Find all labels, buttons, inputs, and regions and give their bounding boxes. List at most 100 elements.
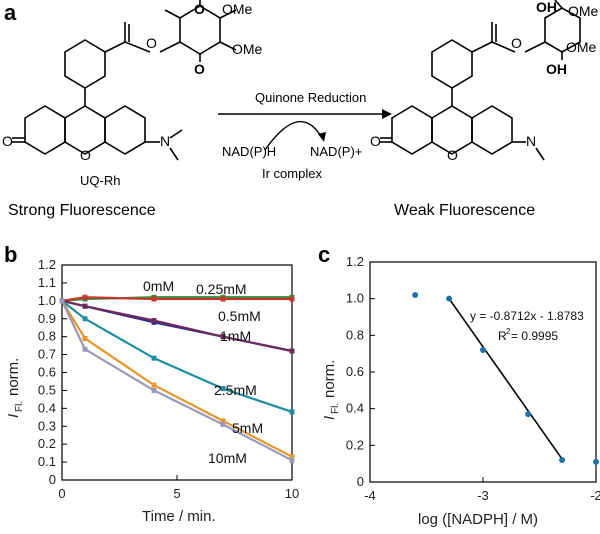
atom-oh-top: OH: [536, 0, 557, 15]
left-caption: Strong Fluorescence: [8, 202, 156, 219]
atom-o-ester-right: O: [511, 35, 522, 51]
panel-b-point-1: [151, 318, 157, 324]
panel-b-point-1: [220, 334, 226, 340]
atom-o-xanthene-left: O: [80, 147, 91, 163]
panel-c-points: [412, 292, 599, 465]
panel-b-point-1: [289, 348, 295, 354]
panel-b-y-tick-label: 0.5: [38, 382, 56, 397]
right-caption: Weak Fluorescence: [394, 202, 535, 219]
panel-b-y-tick-label: 0: [49, 472, 56, 487]
atom-oh-bottom: OH: [546, 61, 567, 77]
panel-b: b 00.10.20.30.40.50.60.70.80.91.01.11.2 …: [4, 242, 299, 525]
panel-c-ylabel-main: I: [321, 416, 338, 420]
pendant-benzene: [64, 39, 106, 89]
xanthene-ring-right: [104, 105, 146, 155]
panel-b-x-ticks: 0 5 10: [58, 475, 299, 501]
panel-c-point: [412, 292, 419, 298]
panel-b-point-2.5: [220, 386, 226, 392]
panel-b-point-5: [82, 335, 88, 341]
cofactor-out: NAD(P)+: [310, 144, 362, 159]
panel-b-series-label: 2.5mM: [214, 382, 257, 398]
panel-b-ylabel-rest: norm.: [5, 358, 22, 396]
panel-b-point-0.25: [220, 296, 226, 302]
panel-c-y-tick-label: 0.8: [346, 327, 364, 342]
panel-b-point-2.5: [151, 355, 157, 361]
panel-b-x-tick-label: 10: [285, 486, 299, 501]
panel-c-y-ticks: 0 0.2 0.4 0.6 0.8 1.0 1.2: [346, 254, 375, 489]
product-atom-labels: O O O N OH OH OMe OMe: [370, 0, 599, 163]
panel-b-annotations: 0mM 0.25mM 0.5mM 1mM 2.5mM 5mM 10mM: [143, 278, 263, 466]
product-structure: [380, 0, 581, 161]
atom-o-quinone-top: O: [194, 1, 205, 17]
panel-b-x-axis-label: Time / min.: [142, 508, 216, 525]
panel-b-point-2.5: [82, 316, 88, 322]
panel-b-y-tick-label: 1.1: [38, 275, 56, 290]
panel-b-y-tick-label: 1.2: [38, 257, 56, 272]
panel-c-x-tick-label: -4: [364, 488, 376, 503]
panel-b-y-tick-label: 0.1: [38, 454, 56, 469]
panel-c-y-tick-label: 0: [357, 474, 364, 489]
panel-c-r2: R 2 = 0.9995: [498, 327, 558, 343]
panel-b-point-2.5: [289, 409, 295, 415]
panel-c-plot-frame: [369, 261, 597, 483]
panel-b-point-5: [289, 454, 295, 460]
panel-b-point-0.25: [82, 294, 88, 300]
uq-rh-structure: [12, 0, 237, 161]
panel-b-y-tick-label: 0.6: [38, 365, 56, 380]
panel-b-point-10: [220, 421, 226, 427]
atom-ome-top-left: OMe: [222, 1, 253, 17]
reaction-arrow: [218, 109, 392, 151]
panel-b-series-label: 10mM: [208, 450, 247, 466]
panel-b-y-tick-label: 0.8: [38, 329, 56, 344]
panel-c-ylabel-sub: Fl.: [330, 403, 341, 414]
panel-b-x-tick-label: 0: [58, 486, 65, 501]
atom-o-xanthene-right: O: [447, 147, 458, 163]
panel-b-y-tick-label: 1.0: [38, 293, 56, 308]
molecule-name: UQ-Rh: [80, 173, 120, 188]
catalyst-label: Ir complex: [262, 166, 322, 181]
panel-c-point: [593, 458, 599, 465]
panel-b-series-label: 0mM: [143, 278, 174, 294]
panel-c-x-axis-label: log ([NADPH] / M): [418, 511, 538, 528]
panel-b-series-label: 5mM: [232, 420, 263, 436]
atom-o-quinone-bottom: O: [194, 61, 205, 77]
atom-ome-bottom-right: OMe: [566, 39, 597, 55]
panel-b-y-tick-label: 0.4: [38, 400, 56, 415]
panel-b-y-tick-label: 0.2: [38, 436, 56, 451]
panel-c-point: [559, 457, 566, 463]
panel-b-y-tick-label: 0.7: [38, 347, 56, 362]
xanthene-ring-left: [24, 105, 66, 155]
panel-b-y-tick-label: 0.3: [38, 418, 56, 433]
atom-n-right: N: [526, 133, 536, 149]
panel-b-series: [59, 294, 295, 463]
panel-c-letter: c: [318, 242, 330, 267]
panel-b-x-tick-label: 5: [173, 486, 180, 501]
panel-b-point-10: [82, 346, 88, 352]
atom-n-left: N: [160, 133, 170, 149]
panel-c-y-tick-label: 1.0: [346, 291, 364, 306]
panel-b-point-1: [82, 303, 88, 309]
panel-c-r2-value: = 0.9995: [511, 329, 558, 343]
panel-b-y-ticks: 0 0.1 0.2 0.3 0.4 0.5 0.6 0.7 0.8 0.9 1.0 1.1 1.2: [38, 257, 67, 487]
panel-c-x-tick-label: -2: [590, 488, 600, 503]
panel-b-y-tick-label: 0.9: [38, 311, 56, 326]
panel-c-r2-label: R: [498, 329, 507, 343]
panel-c-ylabel-rest: norm.: [321, 360, 338, 398]
panel-c-x-tick-label: -3: [477, 488, 489, 503]
panel-c-equation: y = -0.8712x - 1.8783: [470, 309, 584, 323]
panel-c-x-ticks: -4 -3 -2: [364, 477, 600, 503]
panel-b-y-axis-label: I Fl. norm.: [5, 358, 25, 418]
panel-b-point-10: [59, 298, 65, 304]
panel-c: c 0 0.2 0.4 0.6 0.8 1.0 1.2 -4 -3 -2 y = -0.8712…: [318, 242, 600, 528]
panel-c-y-tick-label: 0.4: [346, 401, 364, 416]
panel-c-point: [480, 347, 486, 353]
atom-o-carbonyl-left: O: [2, 133, 13, 149]
panel-b-ylabel-main: I: [5, 414, 22, 418]
atom-ome-top-right: OMe: [568, 3, 599, 19]
panel-b-series-label: 1mM: [220, 328, 251, 344]
panel-b-letter: b: [4, 242, 17, 267]
panel-b-ylabel-sub: Fl.: [14, 401, 25, 412]
panel-b-point-10: [151, 387, 157, 393]
panel-b-series-label: 0.25mM: [196, 281, 247, 297]
